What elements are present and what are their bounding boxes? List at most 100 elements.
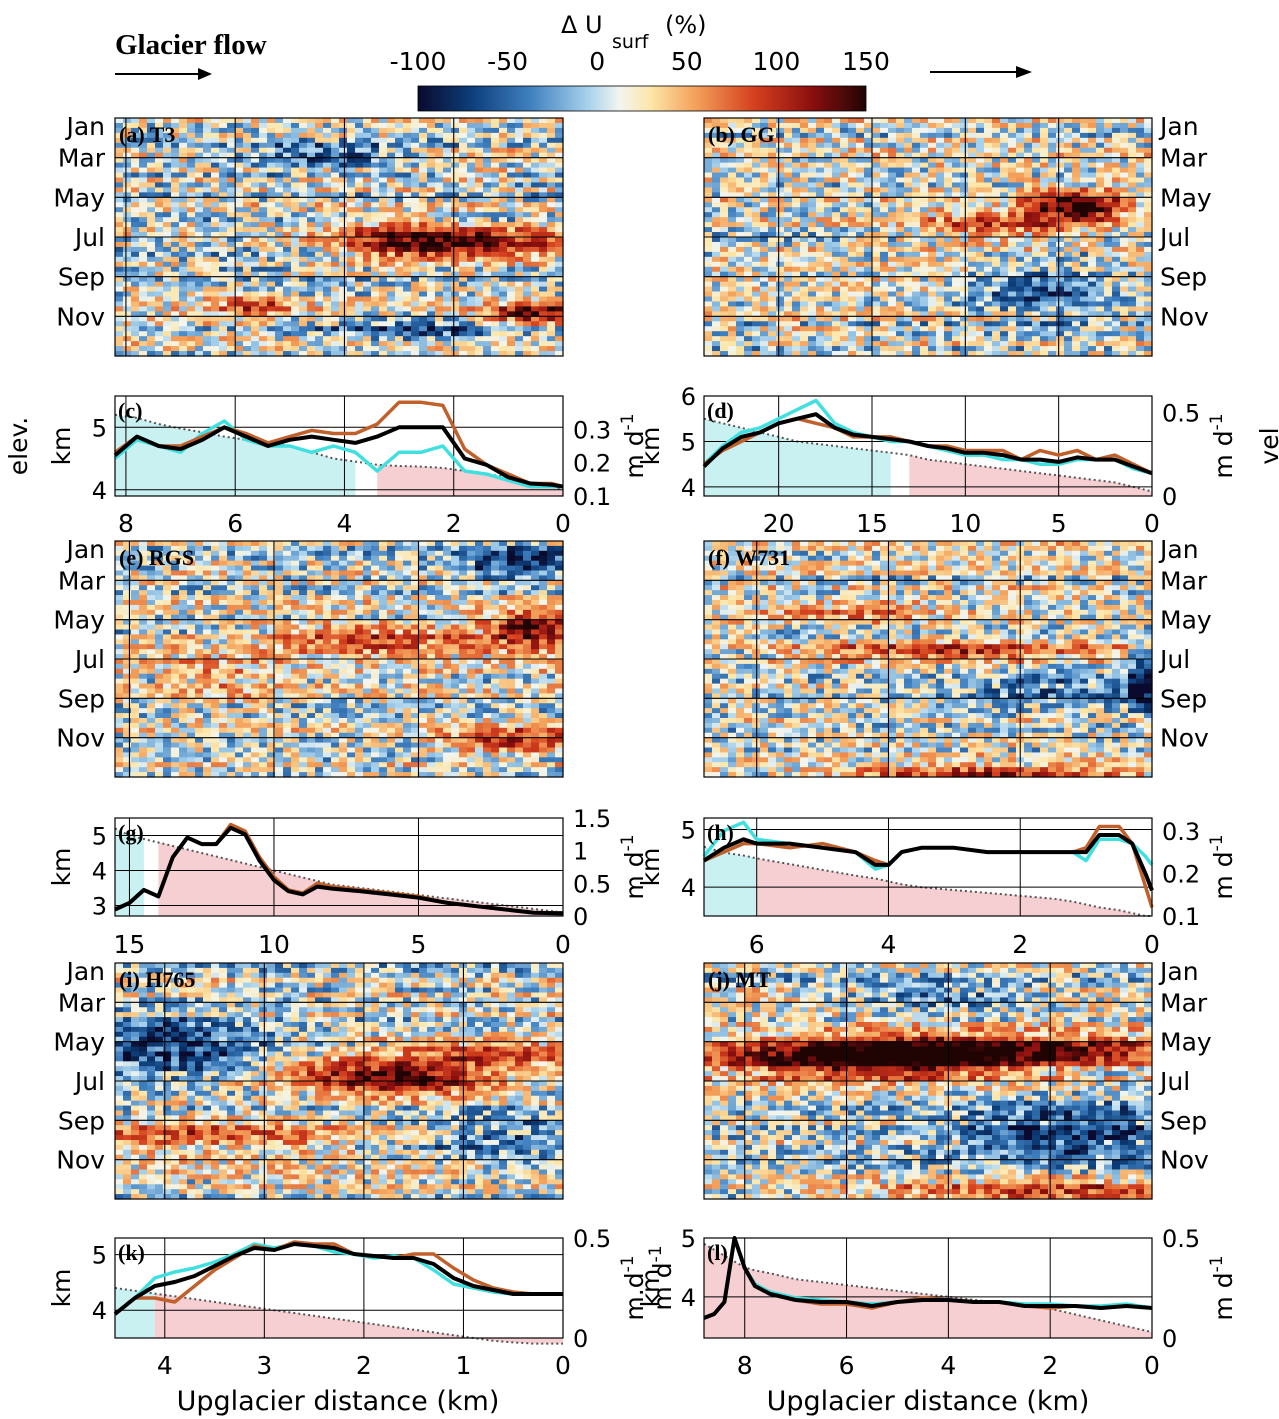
heatmap-cell [904, 222, 913, 228]
heatmap-cell [912, 207, 921, 213]
heatmap-cell [451, 341, 460, 347]
heatmap-cell [475, 287, 484, 293]
heatmap-cell [744, 297, 753, 303]
heatmap-cell [752, 217, 761, 223]
heatmap-cell [443, 247, 452, 253]
heatmap-cell [355, 168, 364, 174]
heatmap-cell [744, 217, 753, 223]
heatmap-cell [331, 262, 340, 268]
heatmap-cell [419, 128, 428, 134]
heatmap-cell [379, 217, 388, 223]
heatmap-cell [856, 118, 865, 124]
heatmap-cell [848, 118, 857, 124]
heatmap-cell [155, 321, 164, 327]
heatmap-cell [355, 257, 364, 263]
heatmap-cell [936, 252, 945, 258]
heatmap-cell [371, 257, 380, 263]
heatmap-cell [968, 252, 977, 258]
heatmap-cell [195, 292, 204, 298]
heatmap-cell [203, 123, 212, 129]
heatmap-cell [912, 292, 921, 298]
heatmap-cell [331, 346, 340, 352]
heatmap-cell [912, 217, 921, 223]
heatmap-cell [331, 182, 340, 188]
heatmap-cell [507, 123, 516, 129]
heatmap-cell [1144, 123, 1153, 129]
heatmap-cell [1120, 292, 1129, 298]
heatmap-cell [840, 197, 849, 203]
heatmap-cell [507, 163, 516, 169]
heatmap-cell [491, 168, 500, 174]
heatmap-cell [515, 237, 524, 243]
heatmap-cell [896, 222, 905, 228]
heatmap-cell [1024, 123, 1033, 129]
heatmap-cell [1040, 287, 1049, 293]
heatmap-cell [1112, 242, 1121, 248]
heatmap-cell [928, 306, 937, 312]
heatmap-cell [387, 207, 396, 213]
heatmap-cell [403, 262, 412, 268]
heatmap-cell [555, 207, 564, 213]
heatmap-cell [299, 207, 308, 213]
heatmap-cell [307, 168, 316, 174]
heatmap-cell [1000, 252, 1009, 258]
heatmap-cell [395, 118, 404, 124]
heatmap-cell [912, 133, 921, 139]
heatmap-cell [179, 331, 188, 337]
heatmap-cell [123, 282, 132, 288]
heatmap-cell [808, 173, 817, 179]
heatmap-cell [139, 301, 148, 307]
heatmap-cell [203, 321, 212, 327]
heatmap-cell [339, 267, 348, 273]
heatmap-cell [115, 148, 124, 154]
heatmap-cell [259, 187, 268, 193]
heatmap-cell [443, 158, 452, 164]
heatmap-cell [147, 227, 156, 233]
heatmap-cell [752, 197, 761, 203]
heatmap-cell [920, 277, 929, 283]
heatmap-cell [491, 148, 500, 154]
heatmap-cell [1128, 133, 1137, 139]
heatmap-cell [235, 282, 244, 288]
heatmap-cell [936, 316, 945, 322]
heatmap-cell [936, 158, 945, 164]
heatmap-cell [331, 301, 340, 307]
heatmap-cell [1080, 138, 1089, 144]
heatmap-cell [1080, 267, 1089, 273]
heatmap-cell [1000, 178, 1009, 184]
heatmap-cell [163, 287, 172, 293]
heatmap-cell [712, 202, 721, 208]
heatmap-cell [824, 316, 833, 322]
heatmap-cell [736, 158, 745, 164]
heatmap-cell [816, 178, 825, 184]
heatmap-cell [776, 163, 785, 169]
heatmap-cell [299, 187, 308, 193]
heatmap-cell [443, 217, 452, 223]
heatmap-cell [475, 173, 484, 179]
heatmap-cell [459, 316, 468, 322]
heatmap-cell [531, 321, 540, 327]
heatmap-cell [920, 247, 929, 253]
heatmap-cell [187, 217, 196, 223]
heatmap-cell [243, 247, 252, 253]
heatmap-cell [139, 282, 148, 288]
heatmap-cell [880, 282, 889, 288]
heatmap-cell [1144, 138, 1153, 144]
heatmap-cell [347, 148, 356, 154]
heatmap-cell [299, 158, 308, 164]
heatmap-cell [1096, 148, 1105, 154]
heatmap-cell [1144, 282, 1153, 288]
heatmap-cell [1072, 138, 1081, 144]
heatmap-cell [864, 143, 873, 149]
heatmap-cell [499, 262, 508, 268]
heatmap-cell [163, 336, 172, 342]
heatmap-cell [547, 182, 556, 188]
heatmap-cell [792, 247, 801, 253]
heatmap-cell [235, 341, 244, 347]
heatmap-cell [283, 301, 292, 307]
heatmap-cell [451, 237, 460, 243]
heatmap-cell [1104, 212, 1113, 218]
heatmap-cell [491, 262, 500, 268]
heatmap-cell [1112, 133, 1121, 139]
heatmap-cell [904, 178, 913, 184]
